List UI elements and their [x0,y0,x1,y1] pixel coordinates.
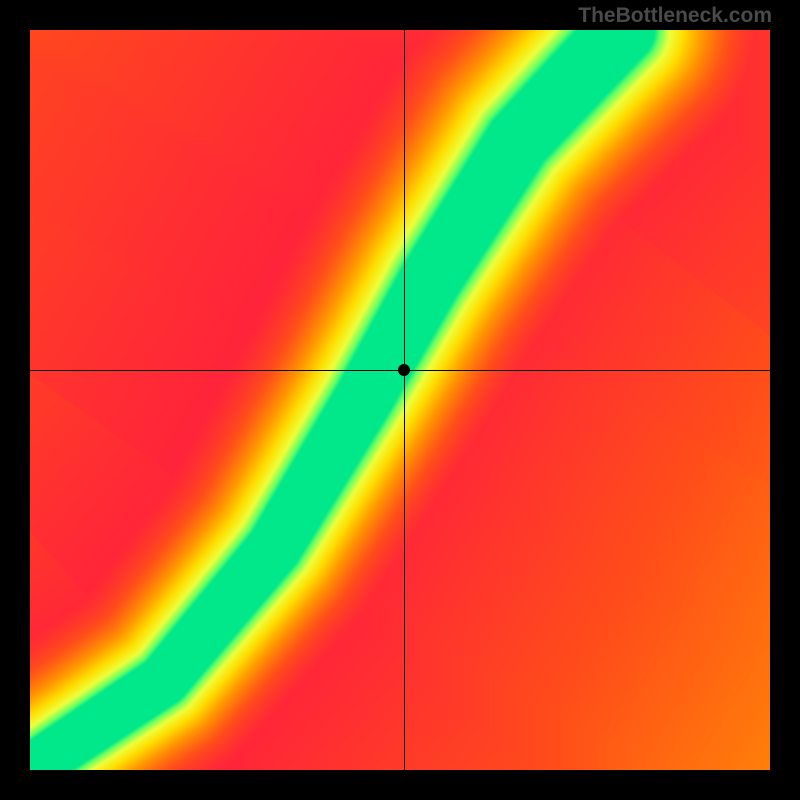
crosshair-marker [398,364,410,376]
heatmap-canvas [30,30,770,770]
watermark-text: TheBottleneck.com [578,4,772,28]
heatmap-plot [30,30,770,770]
crosshair-vertical [404,30,405,770]
